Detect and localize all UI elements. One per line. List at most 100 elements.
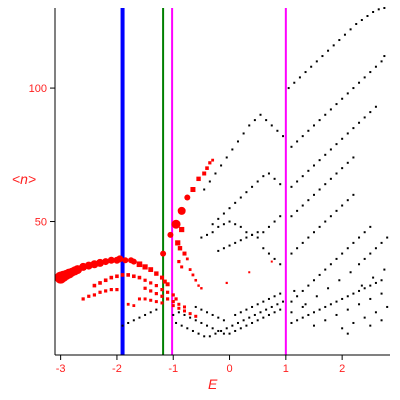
data-point xyxy=(329,108,332,111)
data-point xyxy=(358,303,361,306)
data-point xyxy=(167,231,174,238)
data-point xyxy=(301,289,304,292)
axes: E <n> -3 -2 -1 0 1 2 50 100 xyxy=(12,8,390,392)
data-point xyxy=(256,180,259,183)
data-point xyxy=(208,180,211,183)
data-point xyxy=(259,311,262,314)
data-point xyxy=(183,313,186,316)
data-point xyxy=(267,313,270,316)
plot-area xyxy=(54,7,389,355)
data-point xyxy=(194,305,197,308)
data-point xyxy=(190,187,196,193)
data-point xyxy=(137,297,141,301)
data-point xyxy=(171,300,175,304)
data-point xyxy=(352,321,355,324)
data-point xyxy=(324,305,327,308)
data-point xyxy=(267,225,270,228)
data-point xyxy=(343,33,346,36)
data-point xyxy=(251,185,254,188)
data-point xyxy=(318,159,321,162)
data-point xyxy=(386,305,389,308)
data-point xyxy=(166,297,170,301)
data-point xyxy=(369,225,372,228)
data-point xyxy=(236,140,239,143)
data-point xyxy=(188,268,192,271)
data-point xyxy=(189,316,192,319)
data-point xyxy=(346,247,349,250)
data-point xyxy=(324,319,327,322)
data-point xyxy=(307,169,310,172)
data-point xyxy=(369,111,372,114)
data-point xyxy=(372,11,375,14)
data-point xyxy=(208,335,211,338)
data-point xyxy=(177,306,181,310)
data-point xyxy=(282,135,285,138)
data-point xyxy=(318,188,321,191)
data-point xyxy=(310,65,313,68)
data-point xyxy=(231,324,234,327)
data-point xyxy=(175,240,181,246)
data-point xyxy=(327,287,330,290)
data-point xyxy=(165,282,170,287)
data-point xyxy=(143,278,147,282)
x-tick-label: -1 xyxy=(168,363,178,375)
data-point xyxy=(132,319,135,322)
data-point xyxy=(312,311,315,314)
data-point xyxy=(290,145,293,148)
data-point xyxy=(324,220,327,223)
data-point xyxy=(352,292,355,295)
data-point xyxy=(245,324,248,327)
data-point xyxy=(127,321,130,324)
data-point xyxy=(203,335,206,338)
data-point xyxy=(335,143,338,146)
data-point xyxy=(200,321,203,324)
data-point xyxy=(251,233,254,236)
data-point xyxy=(137,275,142,280)
data-point xyxy=(296,247,299,250)
data-point xyxy=(341,327,344,330)
data-point xyxy=(87,294,91,298)
data-point xyxy=(327,49,330,52)
data-point xyxy=(225,156,228,159)
data-point xyxy=(185,257,189,261)
data-point xyxy=(290,252,293,255)
data-point xyxy=(177,206,186,215)
data-point xyxy=(239,327,242,330)
data-point xyxy=(296,209,299,212)
y-tick-label: 50 xyxy=(35,217,47,229)
data-point xyxy=(279,292,282,295)
data-point xyxy=(160,288,164,292)
data-point xyxy=(154,292,158,296)
data-point xyxy=(109,275,114,280)
data-point xyxy=(335,209,338,212)
data-point xyxy=(360,19,363,22)
data-point xyxy=(262,300,265,303)
data-point xyxy=(217,217,220,220)
data-point xyxy=(304,71,307,74)
data-point xyxy=(136,261,143,268)
data-point xyxy=(234,313,237,316)
data-point xyxy=(197,332,200,335)
data-point xyxy=(115,274,119,279)
data-point xyxy=(248,124,251,127)
x-tick-label: 1 xyxy=(283,363,289,375)
data-point xyxy=(312,324,315,327)
data-point xyxy=(273,220,276,223)
data-point xyxy=(267,252,270,255)
data-point xyxy=(265,308,268,311)
data-point xyxy=(154,271,159,276)
data-point xyxy=(374,281,377,284)
data-point xyxy=(160,301,164,305)
data-point xyxy=(245,308,248,311)
data-point xyxy=(335,103,338,106)
data-point xyxy=(228,332,231,335)
data-point xyxy=(346,161,349,164)
data-point xyxy=(369,284,372,287)
data-point xyxy=(262,231,265,234)
data-point xyxy=(194,319,197,322)
data-point xyxy=(179,226,185,233)
data-point xyxy=(149,289,153,293)
data-point xyxy=(380,241,383,244)
data-point xyxy=(374,311,377,314)
data-point xyxy=(262,175,265,178)
